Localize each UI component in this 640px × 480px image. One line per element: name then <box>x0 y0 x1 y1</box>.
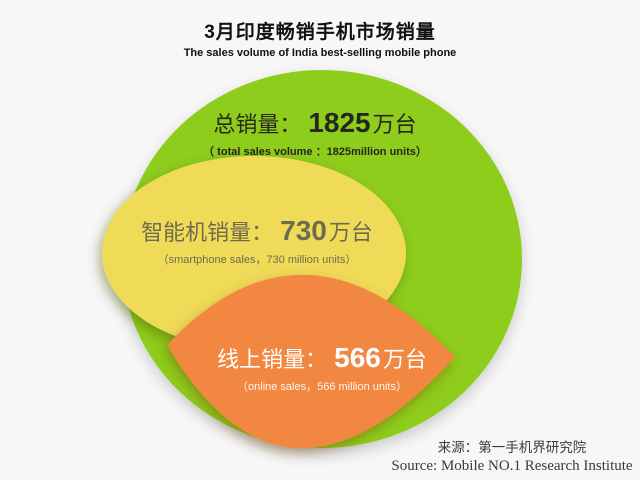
online-sales-lens <box>167 274 455 449</box>
chart-title: 3月印度畅销手机市场销量 <box>204 22 436 43</box>
source-text-en: Source: Mobile NO.1 Research Institute <box>391 458 633 474</box>
total-sales-detail: （ total sales volume ：1825million units） <box>203 146 427 158</box>
source-text-cn: 来源：第一手机界研究院 <box>437 440 587 455</box>
online-sales-value: 566 <box>334 342 381 373</box>
online-sales-unit: 万台 <box>382 347 427 372</box>
smartphone-sales-label: 智能机销量： 730万台 （smartphone sales，730 millio… <box>57 216 457 267</box>
total-sales-unit: 万台 <box>372 112 417 137</box>
total-sales-label: 总销量： 1825万台 （ total sales volume ：1825mil… <box>115 108 515 159</box>
online-sales-label: 线上销量： 566万台 （online sales，566 million uni… <box>122 343 522 394</box>
chart-header: 3月印度畅销手机市场销量 The sales volume of India b… <box>0 17 640 59</box>
source-attribution: 来源：第一手机界研究院 Source: Mobile NO.1 Research… <box>362 436 640 475</box>
total-sales-headline: 总销量： 1825万台 <box>115 108 515 140</box>
online-sales-prefix: 线上销量： <box>217 347 328 372</box>
smartphone-sales-detail: （smartphone sales，730 million units） <box>157 254 357 266</box>
total-sales-value: 1825 <box>308 107 371 138</box>
smartphone-sales-unit: 万台 <box>328 220 373 245</box>
smartphone-sales-headline: 智能机销量： 730万台 <box>57 216 457 248</box>
smartphone-sales-prefix: 智能机销量： <box>141 220 274 245</box>
chart-subtitle: The sales volume of India best-selling m… <box>183 47 457 59</box>
total-sales-prefix: 总销量： <box>213 112 302 137</box>
online-sales-detail: （online sales，566 million units） <box>237 381 407 393</box>
online-sales-headline: 线上销量： 566万台 <box>122 343 522 375</box>
smartphone-sales-value: 730 <box>280 215 327 246</box>
